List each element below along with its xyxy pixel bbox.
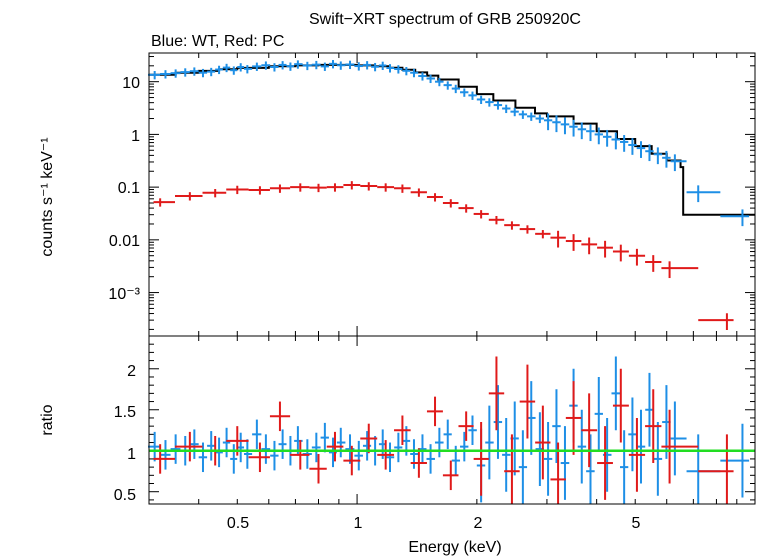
chart-subtitle: Blue: WT, Red: PC	[151, 33, 284, 50]
spectrum-panel: Swift−XRT spectrum of GRB 250920C Blue: …	[39, 11, 756, 337]
y-tick-label-1: 1	[131, 128, 140, 145]
spectrum-plot-frame	[148, 52, 756, 337]
chart-title: Swift−XRT spectrum of GRB 250920C	[309, 11, 581, 28]
spectrum-ticks	[148, 53, 756, 336]
ratio-tick-label-2: 2	[127, 363, 136, 380]
ratio-tick-label-1: 1	[127, 446, 136, 463]
y-tick-label-1e-3: 10⁻³	[108, 286, 140, 303]
model-step-line	[149, 63, 755, 216]
ratio-ticks	[148, 336, 756, 504]
x-axis-label: Energy (keV)	[408, 539, 501, 556]
y-axis-label-spectrum: counts s⁻¹ keV⁻¹	[39, 137, 56, 256]
y-tick-label-10: 10	[122, 75, 140, 92]
ratio-panel: ratio Energy (keV) 0.5 1 1.5 2 0.5 1 2 5	[39, 335, 756, 556]
x-tick-label-5: 5	[632, 515, 641, 532]
ratio-tick-label-1.5: 1.5	[114, 404, 136, 421]
y-axis-label-ratio: ratio	[39, 404, 56, 435]
ratio-tick-label-0.5: 0.5	[114, 487, 136, 504]
y-tick-label-0.1: 0.1	[118, 180, 140, 197]
ratio-data-points	[148, 356, 750, 504]
spectrum-data-points	[148, 60, 750, 330]
y-tick-label-0.01: 0.01	[109, 233, 140, 250]
x-tick-label-0.5: 0.5	[227, 515, 249, 532]
ratio-plot-frame	[148, 335, 756, 505]
x-tick-label-2: 2	[474, 515, 483, 532]
x-tick-label-1: 1	[354, 515, 363, 532]
